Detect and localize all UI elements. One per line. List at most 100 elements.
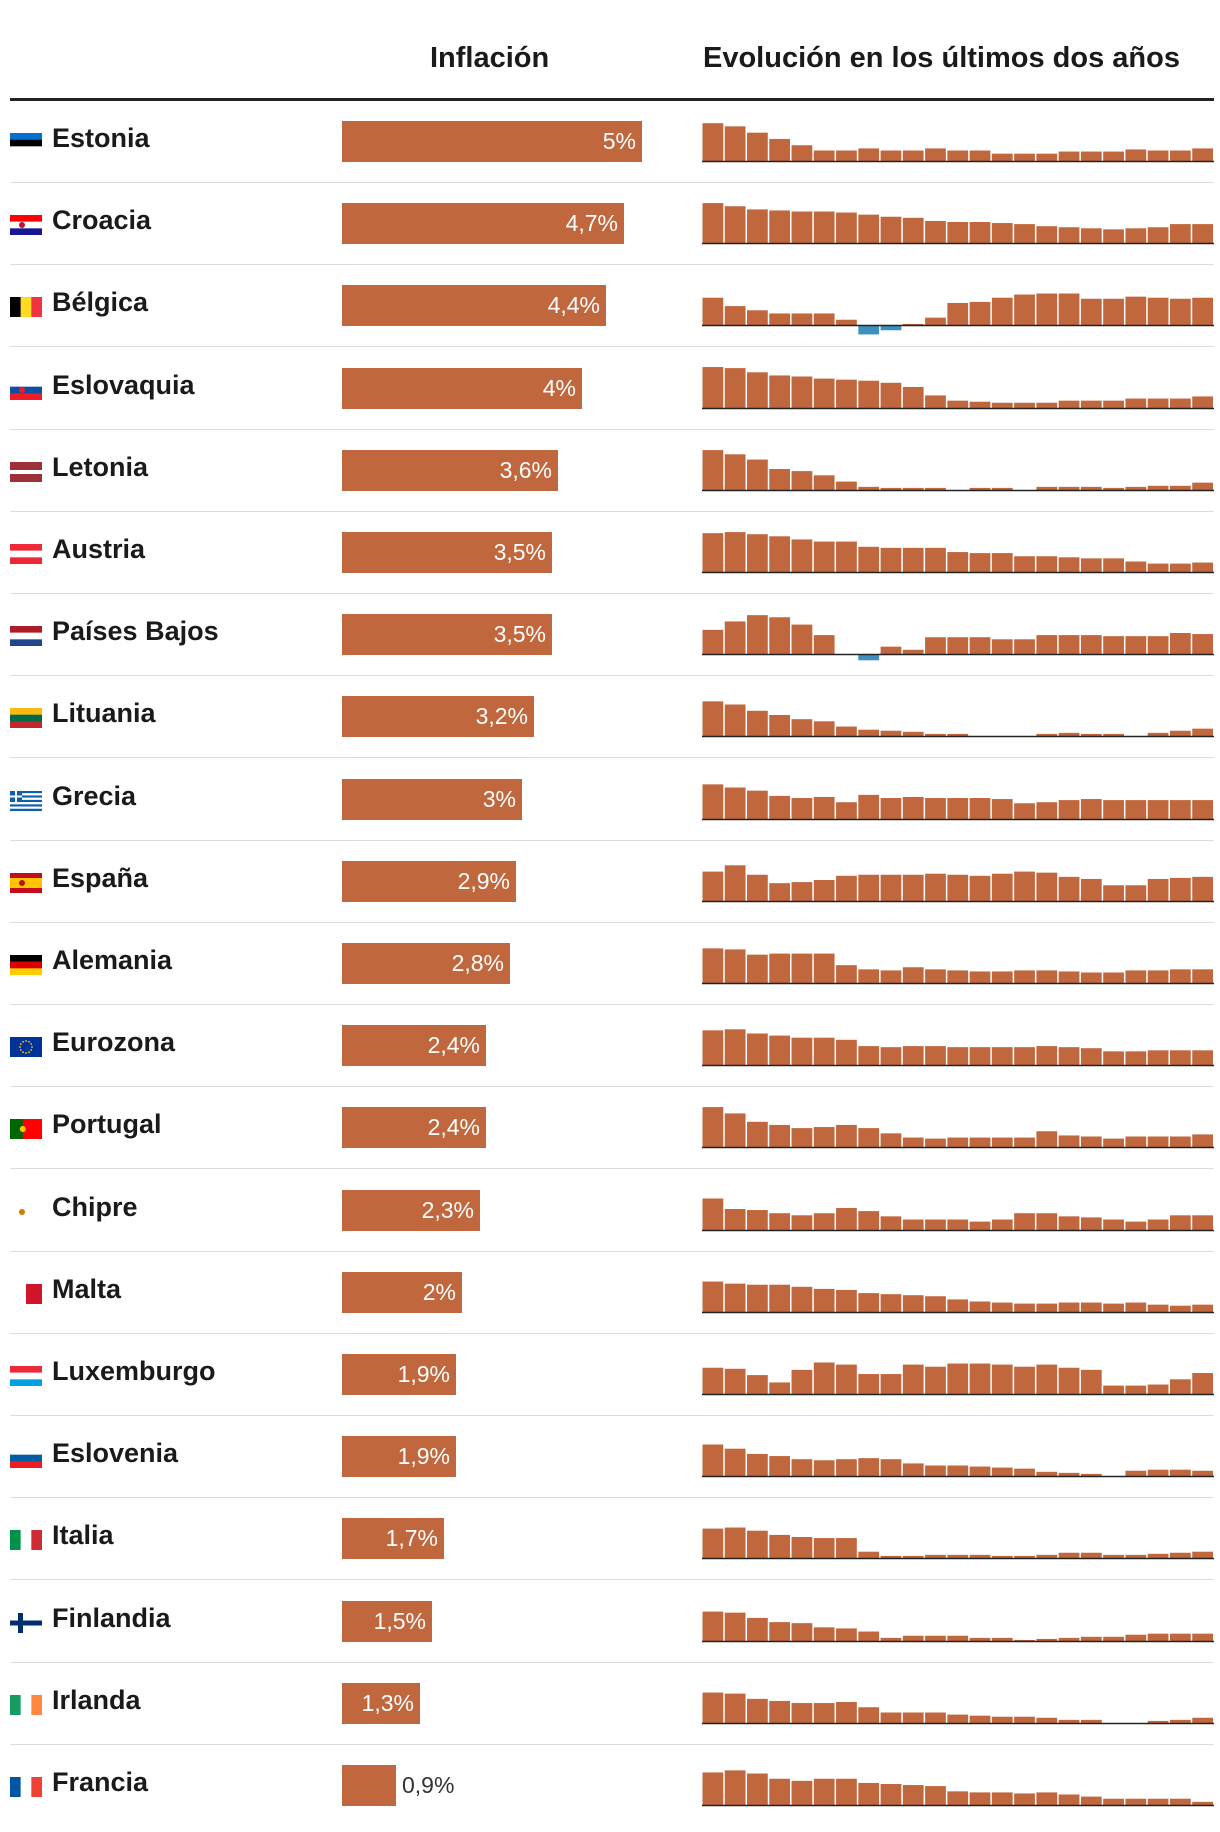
trend-bar (791, 145, 813, 161)
trend-bar (1103, 972, 1124, 983)
country-row: España 2,9% (0, 841, 1220, 923)
country-row: Finlandia 1,5% (0, 1581, 1220, 1663)
trend-bar (724, 532, 746, 572)
trend-bar (1169, 633, 1191, 655)
trend-bar (1080, 558, 1102, 572)
trend-bar (791, 1128, 813, 1148)
trend-bar (969, 1555, 991, 1559)
trend-bar (902, 1556, 924, 1559)
eslovaquia-flag (10, 379, 42, 400)
trend-bar (902, 324, 924, 326)
inflation-value-label: 0,9% (402, 1772, 455, 1798)
trend-bar (858, 1046, 880, 1066)
inflation-value-label: 1,3% (361, 1689, 414, 1716)
trend-bar (858, 730, 880, 737)
country-name: Lituania (52, 698, 156, 729)
trend-bar (724, 1693, 746, 1723)
trend-bar (1058, 1794, 1080, 1805)
trend-bar (702, 701, 724, 737)
trend-bar (769, 1035, 791, 1066)
trend-bar (947, 400, 969, 408)
inflation-bar (342, 614, 552, 656)
trend-bar (1080, 1796, 1102, 1805)
trend-bar (724, 704, 746, 737)
trend-sparkline (702, 865, 1214, 903)
trend-bar (902, 150, 924, 161)
row-divider (10, 757, 1214, 759)
trend-bar (769, 1700, 791, 1723)
trend-bar (1125, 1302, 1147, 1312)
trend-bar (1036, 1792, 1058, 1805)
country-row: Italia 1,7% (0, 1498, 1220, 1581)
trend-bar (902, 1785, 924, 1805)
trend-bar (1169, 299, 1191, 326)
trend-bar (836, 1364, 857, 1394)
country-row: Bélgica 4,4% (0, 265, 1220, 348)
country-row: Croacia 4,7% (0, 183, 1220, 266)
trend-bar (1103, 1138, 1124, 1148)
trend-bar (1014, 224, 1035, 244)
trend-bar (991, 298, 1013, 326)
trend-bar (1192, 729, 1213, 737)
inflation-value-label: 4,4% (547, 292, 600, 319)
inflation-bar (342, 121, 642, 162)
trend-bar (925, 1555, 946, 1559)
row-divider (10, 182, 1214, 183)
trend-bar (1169, 1305, 1191, 1312)
inflation-value-label: 4,7% (565, 210, 618, 237)
country-row: Eslovaquia 4% (0, 348, 1220, 430)
trend-bar (813, 211, 835, 244)
trend-bar (1103, 400, 1124, 408)
trend-bar (925, 318, 946, 326)
trend-bar (991, 1137, 1013, 1148)
inflation-bar (342, 1354, 456, 1395)
trend-bar (1014, 1468, 1035, 1477)
trend-bar (1169, 1379, 1191, 1394)
country-row: Eslovenia 1,9% (0, 1416, 1220, 1499)
trend-bar (791, 539, 813, 572)
trend-bar (702, 203, 724, 244)
trend-bar (1036, 1212, 1058, 1230)
row-divider (10, 346, 1214, 348)
paises-bajos-flag (10, 626, 42, 647)
trend-bar (947, 1714, 969, 1723)
austria-flag (10, 544, 42, 564)
trend-bar (1058, 971, 1080, 983)
trend-bar (836, 1207, 857, 1230)
trend-bar (880, 1784, 902, 1805)
trend-bar (880, 1459, 902, 1477)
inflation-bar (342, 1189, 480, 1231)
trend-bar (902, 217, 924, 244)
trend-bar (1014, 556, 1035, 572)
country-name: Grecia (52, 780, 137, 811)
inflation-bar (342, 1765, 396, 1806)
trend-bar (1147, 799, 1169, 819)
trend-bar (702, 298, 724, 326)
trend-bar (858, 1292, 880, 1312)
trend-bar (702, 1030, 724, 1066)
trend-bar (1058, 1135, 1080, 1148)
trend-bar (813, 721, 835, 737)
trend-bar (947, 797, 969, 819)
row-divider (10, 1579, 1214, 1581)
trend-bar (1125, 1221, 1147, 1230)
trend-bar (813, 1778, 835, 1805)
trend-bar (747, 1284, 768, 1312)
row-divider (10, 1332, 1214, 1334)
row-divider (10, 1086, 1214, 1088)
trend-sparkline (702, 1362, 1214, 1396)
inflation-value-label: 2,8% (451, 950, 504, 976)
country-name: Croacia (52, 205, 152, 236)
country-name: Italia (52, 1520, 114, 1551)
trend-bar (1125, 1136, 1147, 1148)
trend-bar (902, 1712, 924, 1723)
trend-bar (880, 970, 902, 983)
inflation-bar (342, 367, 582, 409)
trend-bar (813, 953, 835, 983)
trend-bar (747, 874, 768, 901)
trend-bar (702, 1198, 724, 1230)
trend-bar (813, 1626, 835, 1641)
trend-bar (813, 541, 835, 572)
trend-bar (813, 1460, 835, 1477)
trend-bar (1014, 970, 1035, 983)
